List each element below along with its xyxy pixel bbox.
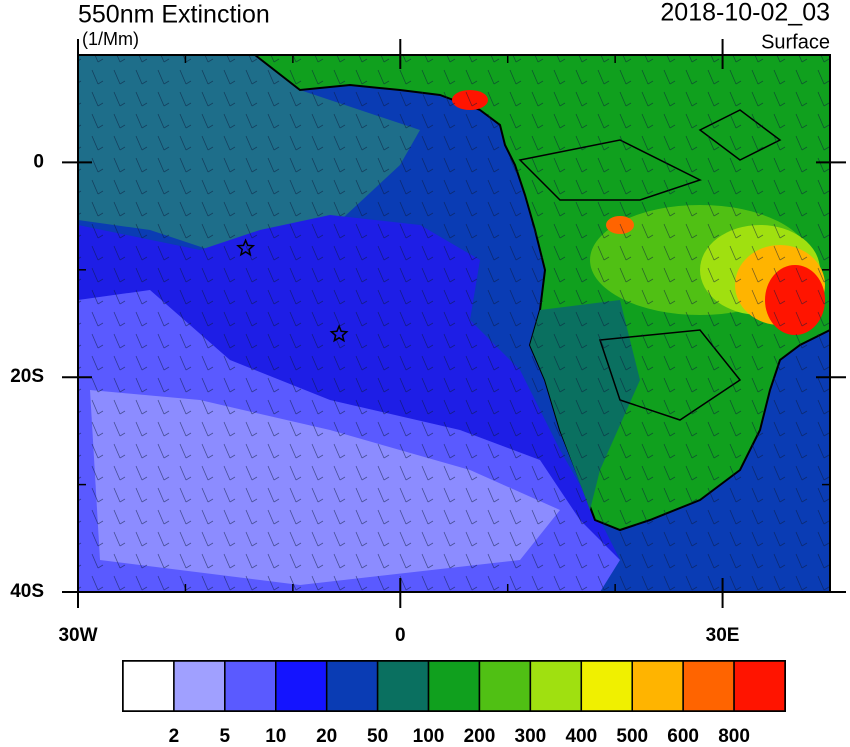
- colorbar-box: [631, 660, 684, 712]
- x-tick-label: 30E: [706, 625, 740, 646]
- y-tick-label: 40S: [10, 581, 44, 602]
- x-tick-label: 0: [395, 625, 406, 646]
- colorbar-label: 200: [464, 726, 496, 747]
- colorbar-label: 500: [616, 726, 648, 747]
- colorbar-label: 300: [515, 726, 547, 747]
- map-field: [78, 55, 830, 592]
- colorbar-box: [275, 660, 328, 712]
- colorbar-box: [682, 660, 735, 712]
- map-frame: [77, 54, 831, 593]
- colorbar-box: [733, 660, 786, 712]
- colorbar-label: 2: [169, 726, 180, 747]
- x-tick-label: 30W: [58, 625, 97, 646]
- colorbar-box: [173, 660, 226, 712]
- colorbar-label: 600: [667, 726, 699, 747]
- time: 2018-10-02_03: [660, 0, 830, 27]
- colorbar-box: [427, 660, 481, 712]
- y-tick-label: 20S: [10, 366, 44, 387]
- colorbar-label: 5: [220, 726, 231, 747]
- colorbar-label: 800: [718, 726, 750, 747]
- colorbar-box: [122, 660, 175, 712]
- colorbar-box: [325, 660, 379, 712]
- title: 550nm Extinction: [78, 1, 270, 29]
- colorbar-label: 10: [265, 726, 286, 747]
- colorbar-label: 50: [367, 726, 388, 747]
- colorbar-box: [224, 660, 277, 712]
- y-tick-label: 0: [33, 151, 44, 172]
- level: Surface: [761, 31, 830, 53]
- wind-barbs: [78, 55, 830, 592]
- units: (1/Mm): [82, 29, 139, 49]
- colorbar-box: [376, 660, 430, 712]
- colorbar-box: [580, 660, 633, 712]
- colorbar-label: 100: [413, 726, 445, 747]
- colorbar-label: 20: [316, 726, 337, 747]
- colorbar-box: [478, 660, 532, 712]
- station-marker: [329, 324, 349, 343]
- colorbar-label: 400: [565, 726, 597, 747]
- station-marker: [236, 238, 256, 257]
- colorbar-box: [529, 660, 583, 712]
